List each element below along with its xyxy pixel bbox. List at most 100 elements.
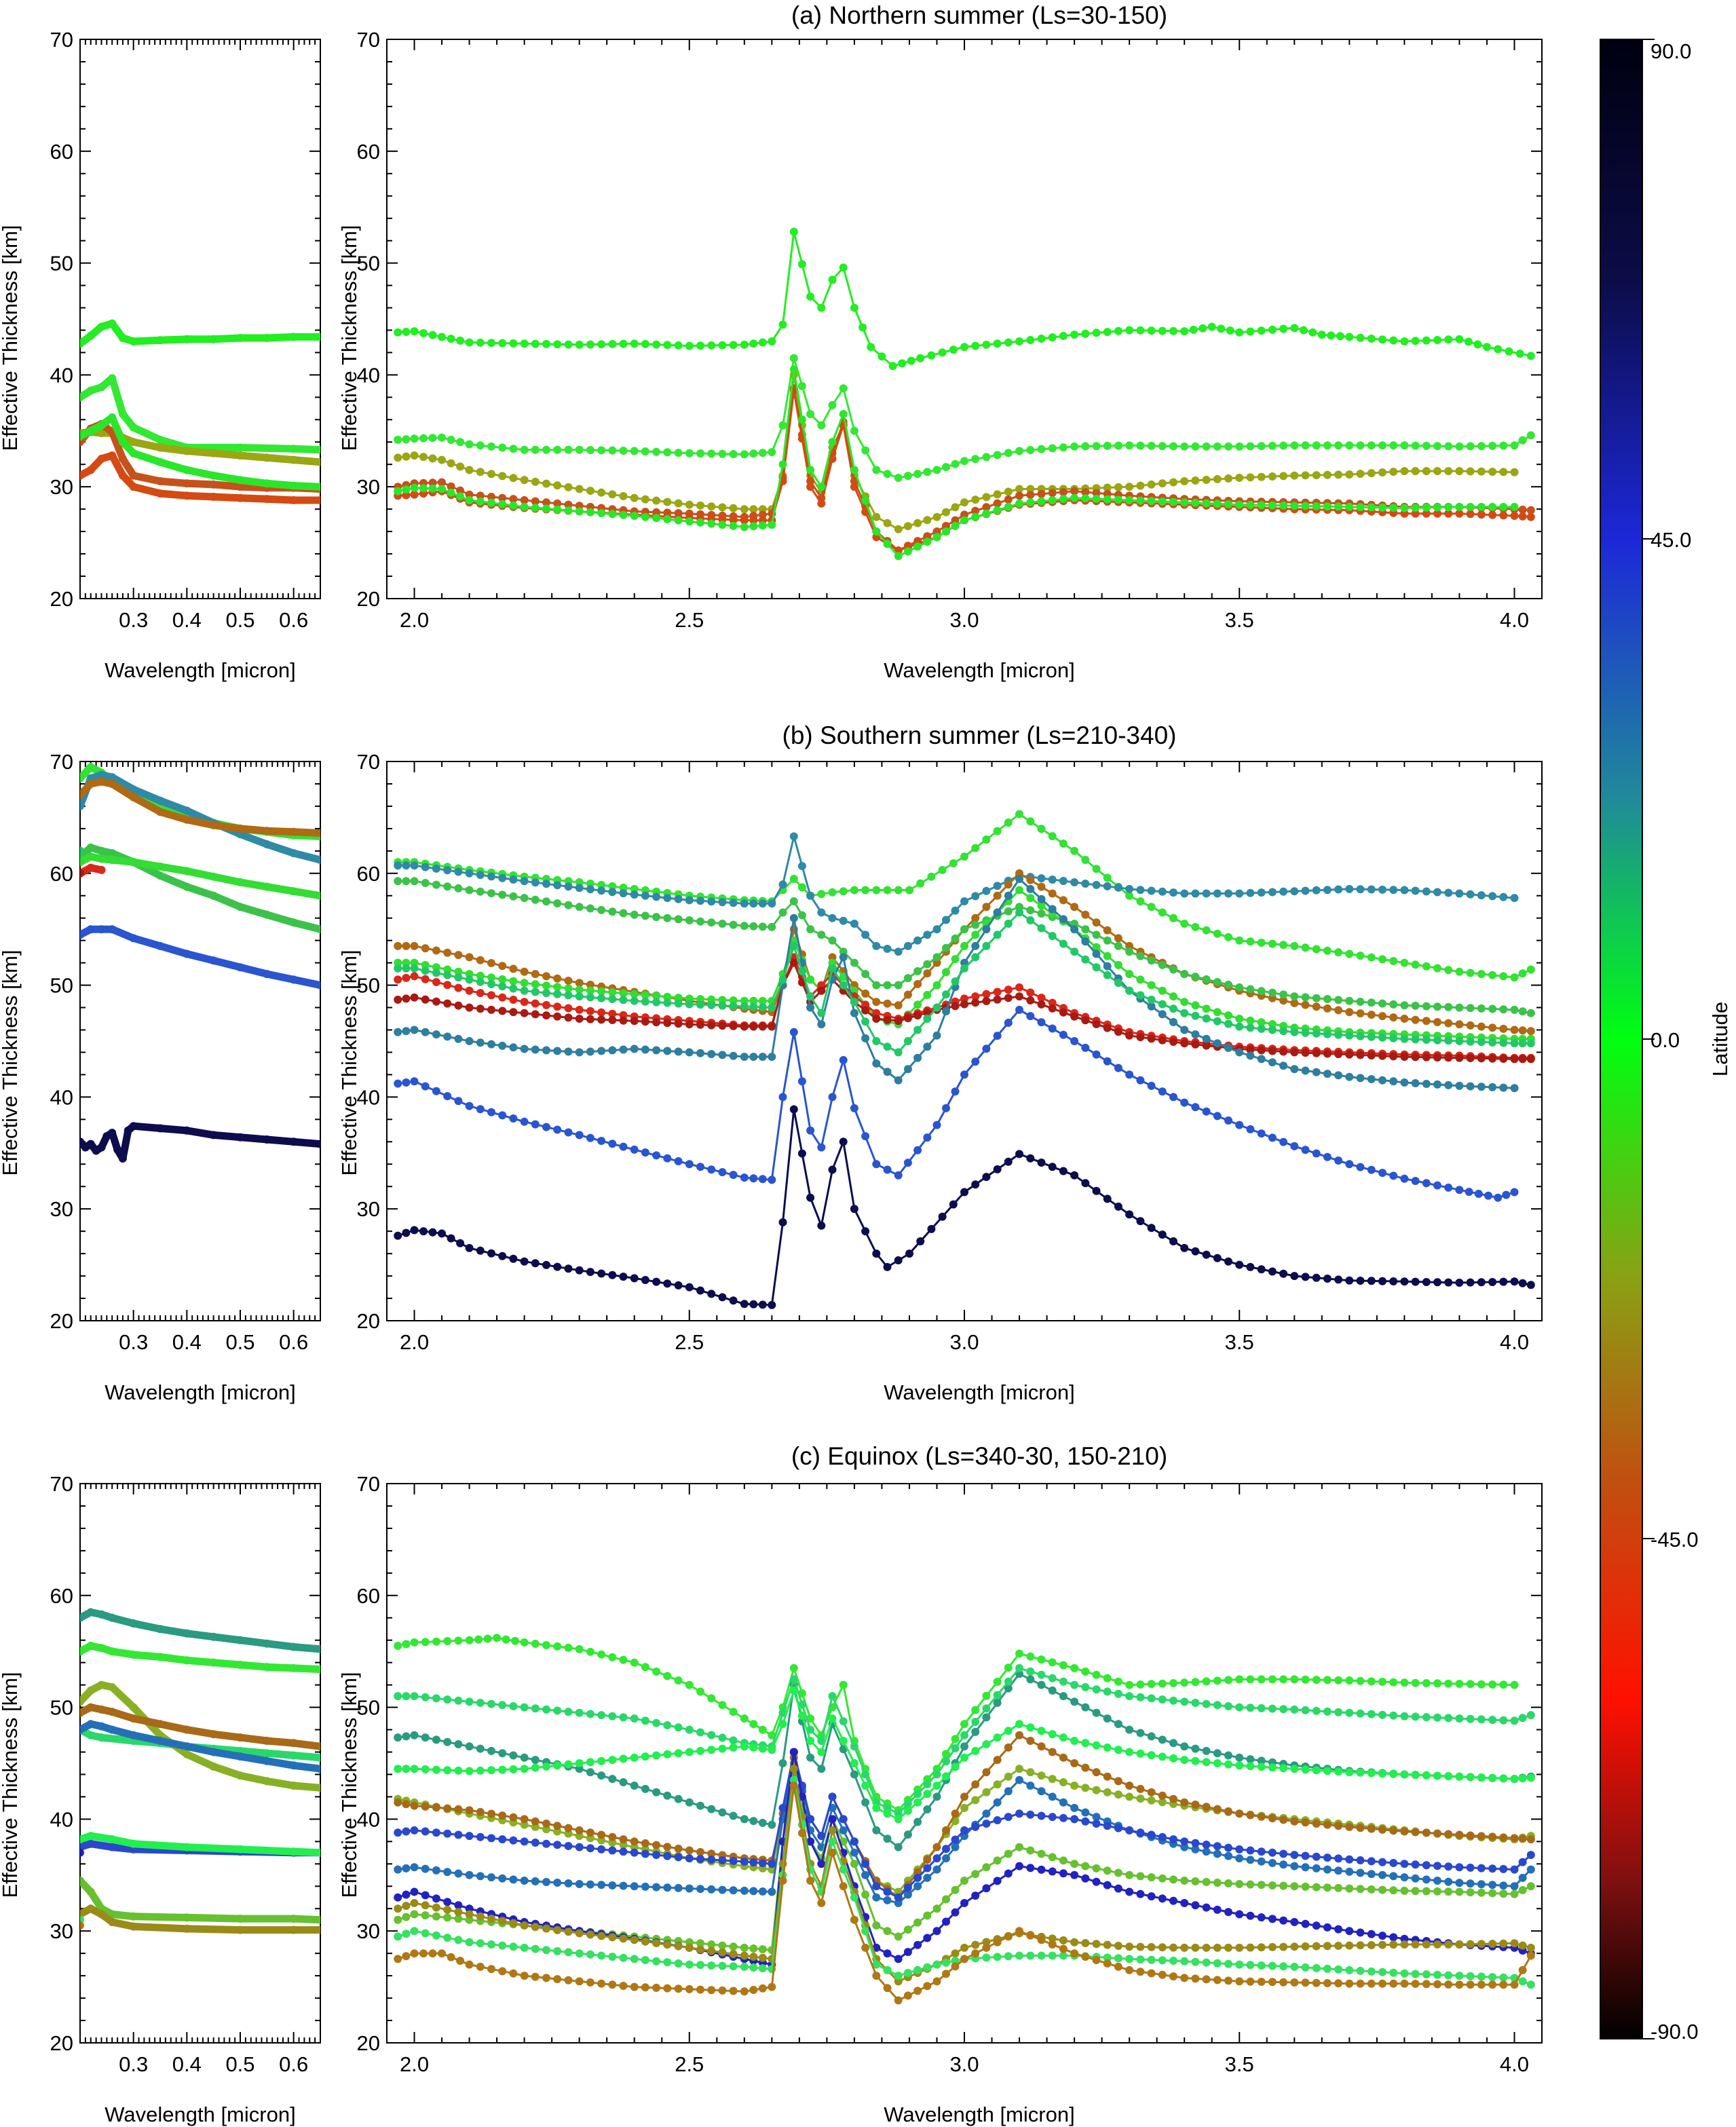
data-point <box>1290 1675 1299 1684</box>
data-point <box>1059 1951 1068 1960</box>
data-point <box>1312 1049 1321 1057</box>
data-point <box>1224 1043 1232 1052</box>
data-point <box>685 1160 694 1169</box>
data-point <box>564 500 573 509</box>
data-point <box>465 1938 474 1946</box>
data-point <box>586 340 595 349</box>
data-point <box>1202 1878 1211 1886</box>
data-point <box>487 493 495 501</box>
data-point <box>789 365 798 374</box>
data-point <box>685 1725 694 1734</box>
data-point <box>960 1753 968 1762</box>
data-point <box>509 1942 518 1951</box>
data-point <box>183 1725 191 1734</box>
x-tick-label: 3.5 <box>1225 2052 1254 2076</box>
data-point <box>1488 1680 1497 1689</box>
data-point <box>421 863 430 871</box>
data-point <box>630 1837 639 1846</box>
data-point <box>1147 480 1156 489</box>
data-point <box>903 472 912 481</box>
data-point <box>1136 1889 1145 1898</box>
data-point <box>118 455 127 463</box>
data-point <box>1026 1782 1035 1790</box>
data-point <box>476 1105 485 1114</box>
data-point <box>1444 1002 1453 1011</box>
data-point <box>1235 936 1244 945</box>
data-point <box>1279 887 1288 896</box>
colorbar-label: Latitude <box>1708 1002 1732 1076</box>
data-point <box>1015 1765 1023 1773</box>
data-point <box>410 490 419 499</box>
data-point <box>289 481 298 490</box>
data-point <box>1004 920 1013 928</box>
data-point <box>394 1955 402 1963</box>
data-point <box>1048 905 1057 914</box>
data-point <box>263 1777 271 1786</box>
data-point <box>465 496 474 504</box>
data-point <box>465 466 474 474</box>
y-tick-label: 70 <box>50 1472 73 1496</box>
data-point <box>1356 1966 1365 1975</box>
data-point <box>1345 996 1354 1005</box>
data-point <box>740 1300 749 1309</box>
data-point <box>97 1680 106 1689</box>
data-point <box>1158 960 1167 969</box>
data-point <box>236 824 244 833</box>
data-point <box>553 340 562 349</box>
data-point <box>438 1229 446 1238</box>
data-point <box>487 339 495 347</box>
data-point <box>768 1865 776 1874</box>
data-point <box>1257 1978 1266 1986</box>
data-point <box>289 1915 298 1923</box>
data-point <box>597 1979 606 1988</box>
data-point <box>1246 1704 1255 1712</box>
data-point <box>465 1742 474 1751</box>
data-point <box>982 509 991 518</box>
data-point <box>1433 1181 1441 1190</box>
data-point <box>1323 1865 1332 1874</box>
data-point <box>971 920 980 929</box>
data-point <box>1213 889 1222 898</box>
data-point <box>630 1658 639 1667</box>
data-point <box>630 1848 639 1857</box>
data-point <box>263 479 271 488</box>
data-point <box>1213 442 1222 451</box>
data-point <box>1312 502 1321 510</box>
data-point <box>498 1967 507 1976</box>
data-point <box>509 1875 518 1884</box>
data-point <box>894 1972 903 1980</box>
data-point <box>564 1829 573 1838</box>
data-point <box>1301 886 1310 895</box>
data-point <box>1015 869 1023 878</box>
data-point <box>1422 336 1431 345</box>
data-point <box>641 997 649 1006</box>
y-tick-label: 50 <box>50 1696 73 1720</box>
data-point <box>1455 1037 1464 1045</box>
data-point <box>1037 882 1046 891</box>
data-point <box>1323 1883 1332 1892</box>
data-point <box>1059 939 1068 948</box>
data-point <box>1367 1979 1376 1988</box>
data-point <box>1518 1886 1527 1894</box>
data-point <box>447 459 455 468</box>
data-point <box>1070 1663 1079 1672</box>
data-point <box>1290 502 1299 510</box>
y-tick-label: 50 <box>357 974 380 998</box>
y-axis-label: Effective Thickness [km] <box>0 949 22 1175</box>
data-point <box>1279 996 1288 1005</box>
data-point <box>1103 328 1112 337</box>
data-point <box>960 510 968 519</box>
y-tick-label: 30 <box>357 1197 380 1221</box>
data-point <box>586 1978 595 1987</box>
data-point <box>729 1987 738 1995</box>
data-point <box>410 1910 419 1919</box>
y-tick-label: 20 <box>357 587 380 611</box>
data-point <box>289 1642 298 1651</box>
data-point <box>1136 886 1145 895</box>
data-point <box>1026 336 1035 344</box>
colorbar-gradient <box>1600 39 1643 2039</box>
data-point <box>236 963 244 972</box>
data-point <box>1037 895 1046 903</box>
data-point <box>1455 1714 1464 1723</box>
data-point <box>1125 1725 1134 1734</box>
